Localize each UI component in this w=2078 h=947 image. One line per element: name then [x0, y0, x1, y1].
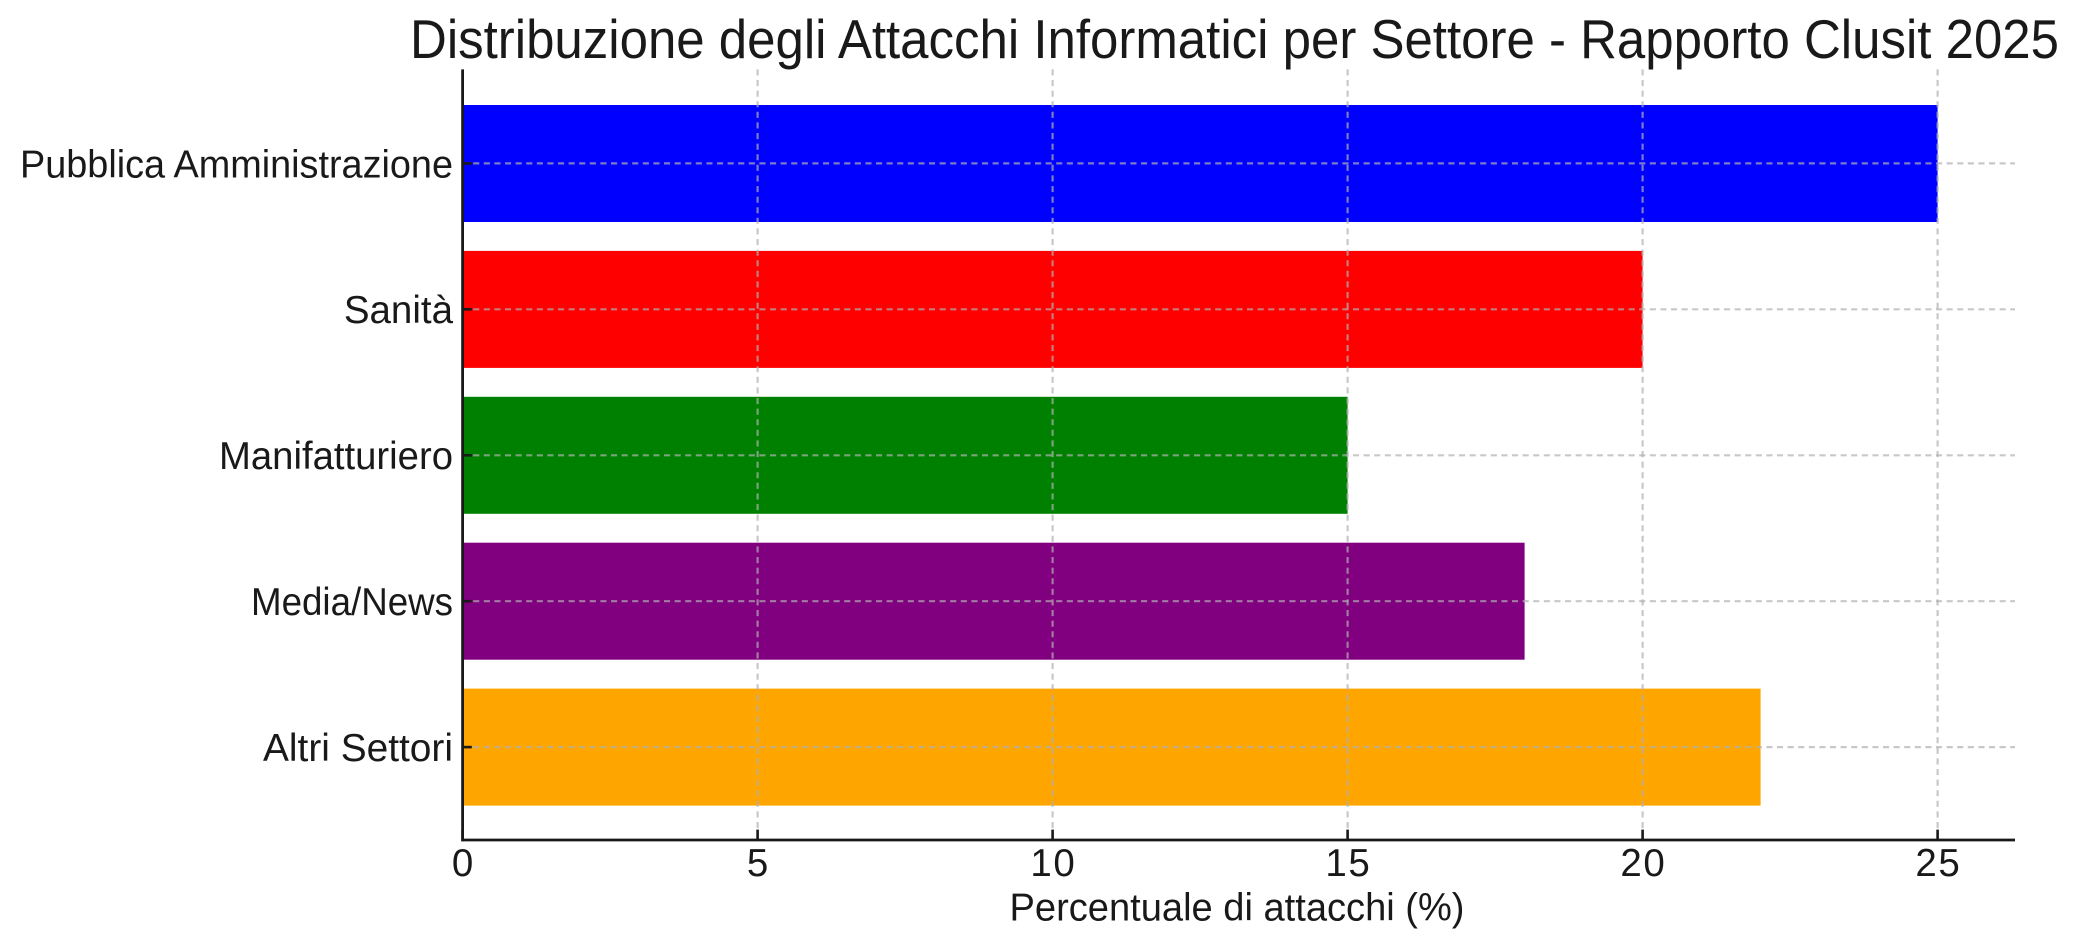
- svg-text:Media/News: Media/News: [251, 581, 453, 624]
- svg-text:Sanità: Sanità: [344, 289, 454, 332]
- svg-text:5: 5: [747, 842, 768, 885]
- svg-text:20: 20: [1620, 842, 1665, 885]
- svg-text:Altri Settori: Altri Settori: [263, 727, 453, 770]
- svg-text:Manifatturiero: Manifatturiero: [219, 435, 453, 478]
- svg-text:0: 0: [452, 842, 473, 885]
- svg-text:Distribuzione degli Attacchi I: Distribuzione degli Attacchi Informatici…: [410, 9, 2059, 70]
- svg-text:Percentuale di attacchi (%): Percentuale di attacchi (%): [1010, 886, 1465, 929]
- svg-text:10: 10: [1030, 842, 1075, 885]
- svg-text:15: 15: [1325, 842, 1370, 885]
- svg-text:Pubblica Amministrazione: Pubblica Amministrazione: [20, 143, 453, 186]
- svg-text:25: 25: [1915, 842, 1960, 885]
